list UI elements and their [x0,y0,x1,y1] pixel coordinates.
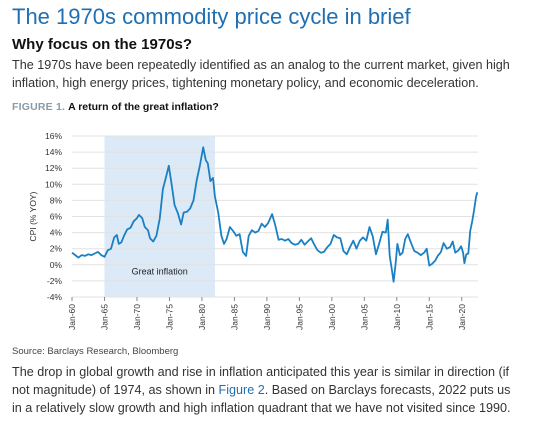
great-inflation-label: Great inflation [132,266,188,276]
y-tick-label: 12% [45,163,62,173]
y-tick-label: 2% [50,244,63,254]
y-tick-label: 8% [50,195,63,205]
x-tick-label: Jan-10 [392,304,402,330]
figure-2-link[interactable]: Figure 2 [218,383,265,397]
y-tick-label: 0% [50,260,63,270]
y-tick-label: 16% [45,131,62,141]
x-tick-label: Jan-80 [197,304,207,330]
outro-paragraph: The drop in global growth and rise in in… [12,363,522,417]
x-tick-label: Jan-15 [424,304,434,330]
figure-title: A return of the great inflation? [68,101,219,113]
figure-caption: FIGURE 1. A return of the great inflatio… [12,101,219,113]
y-tick-label: -2% [47,276,63,286]
cpi-series-line [71,146,479,283]
x-tick-label: Jan-05 [359,304,369,330]
x-tick-label: Jan-90 [262,304,272,330]
x-tick-label: Jan-70 [132,304,142,330]
x-tick-label: Jan-20 [457,304,467,330]
y-tick-label: 10% [45,179,62,189]
x-tick-label: Jan-00 [327,304,337,330]
y-tick-label: 14% [45,147,62,157]
x-tick-label: Jan-60 [67,304,77,330]
y-tick-label: 4% [50,228,63,238]
figure-label: FIGURE 1. [12,101,66,113]
y-axis-label: CPI (% YOY) [28,191,38,241]
outro-text-start: The drop in global growth and rise in in… [12,365,509,397]
source-note: Source: Barclays Research, Bloomberg [12,346,179,357]
intro-paragraph: The 1970s have been repeatedly identifie… [12,58,510,90]
x-tick-label: Jan-75 [164,304,174,330]
y-tick-label: -4% [47,292,63,302]
y-tick-label: 6% [50,212,63,222]
x-tick-label: Jan-85 [229,304,239,330]
x-tick-label: Jan-65 [99,304,109,330]
page-title: The 1970s commodity price cycle in brief [12,4,411,29]
section-heading: Why focus on the 1970s? [12,36,193,53]
outro-text-end: . Based on Barclays forecasts, 2022 puts… [12,383,511,415]
x-tick-label: Jan-95 [294,304,304,330]
cpi-line-chart: 16% 14% 12% 10% 8% 6% 4% 2% 0% -2% -4% Jan-60 Jan-65… [28,131,479,330]
